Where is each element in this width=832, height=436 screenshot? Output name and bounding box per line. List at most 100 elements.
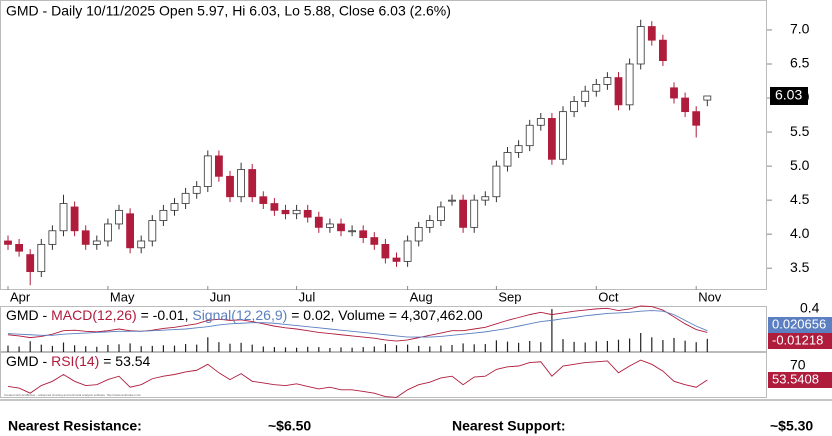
candle-body xyxy=(381,243,390,259)
y-tick-label: 4.5 xyxy=(790,191,810,207)
candle-body xyxy=(525,124,534,147)
x-tick-label: Jun xyxy=(210,289,231,304)
x-tick-label: Apr xyxy=(10,289,31,304)
candle-body xyxy=(26,254,35,273)
candle-body xyxy=(681,97,689,113)
y-tick-label: 5.0 xyxy=(790,157,810,173)
credit: Created with AmiBroker - advanced charti… xyxy=(4,393,142,397)
candle-body xyxy=(281,209,290,215)
y-tick-label: 70 xyxy=(790,357,806,373)
candle-body xyxy=(448,199,456,202)
y-tick-label: 7.0 xyxy=(790,21,810,37)
price-panel-frame xyxy=(0,0,767,290)
chart-title: GMD - Daily 10/11/2025 Open 5.97, Hi 6.0… xyxy=(6,3,451,19)
candle-body xyxy=(492,165,501,198)
candle-body xyxy=(59,203,68,232)
support-value: ~$5.30 xyxy=(770,418,813,434)
candle-body xyxy=(659,39,667,61)
x-tick-label: Jul xyxy=(299,289,316,304)
candle-body xyxy=(670,87,678,99)
candle-body xyxy=(692,111,701,126)
candle-body xyxy=(303,209,312,218)
candle-body xyxy=(237,169,246,198)
panel-label: GMD - RSI(14) = 53.54 xyxy=(6,353,151,369)
last-price-box xyxy=(770,86,808,105)
candle-body xyxy=(459,199,468,228)
candle-body xyxy=(259,196,268,204)
candle-body xyxy=(625,63,634,106)
candle-body xyxy=(392,257,401,262)
candle-body xyxy=(481,196,490,201)
rsi-panel-frame xyxy=(0,352,767,398)
value-box xyxy=(768,317,832,333)
candle-body xyxy=(348,230,357,233)
candle-body xyxy=(436,206,445,221)
panel-label-part: = 0.02, Volume = 4,307,462.00 xyxy=(287,307,483,323)
x-tick-label: May xyxy=(110,289,135,304)
macd-line xyxy=(7,305,708,342)
candle-body xyxy=(226,175,234,198)
candle-body xyxy=(636,26,645,65)
candle-body xyxy=(581,90,590,102)
candle-body xyxy=(81,230,90,245)
value-box-label: 53.5408 xyxy=(772,371,819,386)
candle-body xyxy=(570,101,578,113)
candle-body xyxy=(703,95,712,101)
candle-body xyxy=(359,230,368,238)
panel-label-part: GMD - xyxy=(6,307,51,323)
candle-body xyxy=(37,243,46,273)
x-tick-label: Aug xyxy=(410,289,433,304)
macd-line xyxy=(7,310,708,338)
panel-label-part: = 53.54 xyxy=(99,353,150,369)
last-price-label: 6.03 xyxy=(775,87,802,103)
candle-body xyxy=(425,220,434,228)
x-tick-label: Nov xyxy=(698,289,722,304)
candle-body xyxy=(370,237,379,245)
candle-body xyxy=(4,240,12,245)
value-box xyxy=(768,372,832,388)
candle-body xyxy=(614,77,623,106)
candle-body xyxy=(181,192,190,204)
y-tick-label: 0.4 xyxy=(800,300,820,316)
panel-label-part: GMD - xyxy=(6,353,51,369)
candle-body xyxy=(292,209,301,215)
y-tick-label: 5.5 xyxy=(790,123,810,139)
candle-body xyxy=(203,155,212,187)
candle-body xyxy=(514,145,523,153)
candle-body xyxy=(126,213,134,249)
candle-body xyxy=(248,169,257,198)
x-tick-label: Oct xyxy=(598,289,619,304)
panel-label-part: RSI(14) xyxy=(51,353,99,369)
candle-body xyxy=(115,209,123,225)
rsi-line xyxy=(7,359,708,398)
candle-body xyxy=(192,186,201,194)
candle-body xyxy=(170,203,179,211)
candle-body xyxy=(403,240,412,262)
candle-body xyxy=(592,84,601,92)
candle-body xyxy=(414,226,423,242)
panel-label: GMD - MACD(12,26) = -0.01, Signal(12,26,… xyxy=(6,307,483,323)
candle-body xyxy=(536,118,545,126)
candle-body xyxy=(148,220,157,242)
support-label: Nearest Support: xyxy=(452,418,566,434)
panel-label-part: Signal(12,26,9) xyxy=(192,307,287,323)
candle-body xyxy=(314,216,323,228)
candle-body xyxy=(92,240,101,245)
candle-body xyxy=(470,199,479,228)
panel-label-part: MACD(12,26) xyxy=(51,307,137,323)
x-tick-label: Sep xyxy=(498,289,521,304)
value-box xyxy=(768,333,832,349)
resistance-value: ~$6.50 xyxy=(268,418,311,434)
y-tick-label: 4.0 xyxy=(790,225,810,241)
panel-label-part: = -0.01, xyxy=(137,307,193,323)
macd-panel-frame xyxy=(0,306,767,352)
resistance-label: Nearest Resistance: xyxy=(8,418,142,434)
candle-body xyxy=(270,203,279,211)
candle-body xyxy=(548,118,556,160)
value-box-label: 0.020656 xyxy=(772,316,826,331)
candle-body xyxy=(214,155,223,177)
y-tick-label: 3.5 xyxy=(790,259,810,275)
